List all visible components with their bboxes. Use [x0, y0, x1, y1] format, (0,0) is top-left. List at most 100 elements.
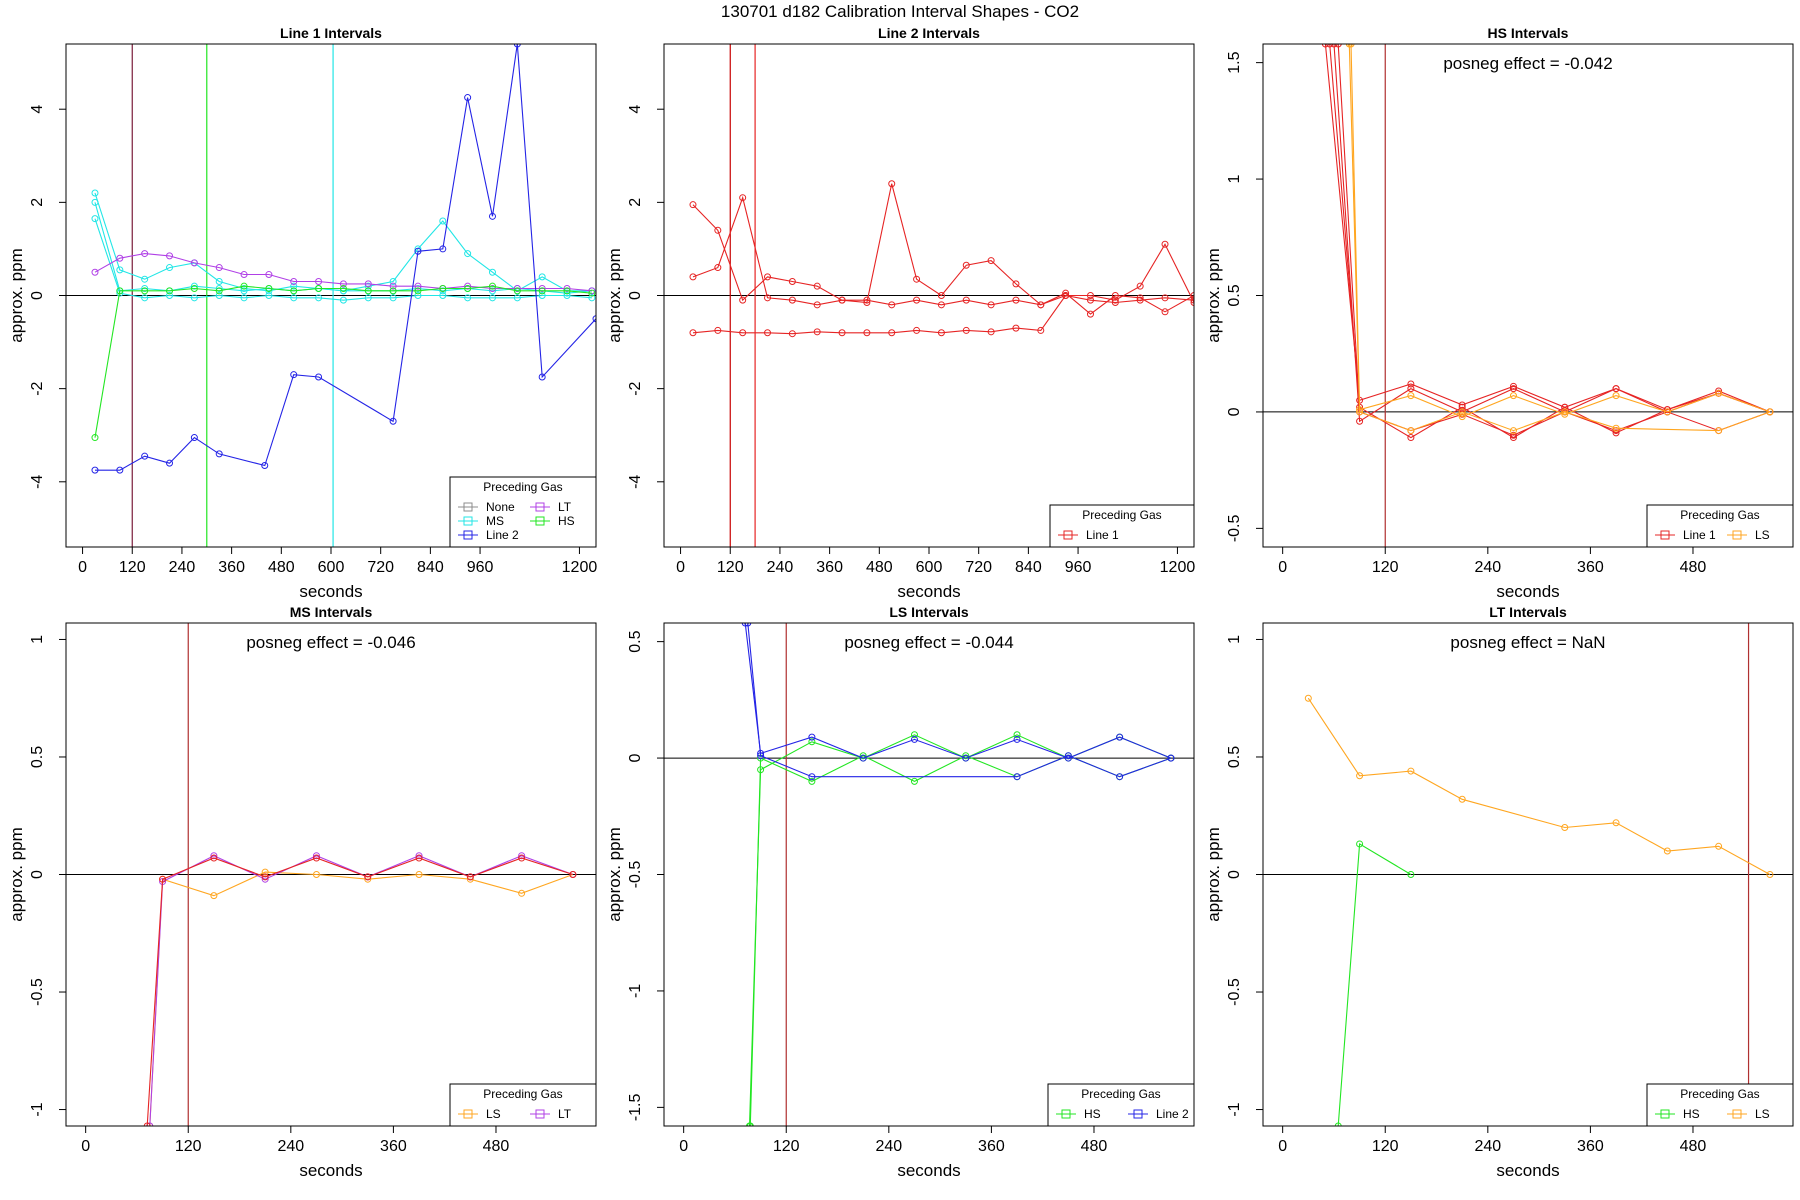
data-point: [788, 296, 796, 304]
data-point: [513, 285, 521, 293]
x-tick-label: 360: [1577, 559, 1604, 576]
x-tick-label: 840: [417, 559, 444, 576]
x-tick-label: 480: [1081, 1138, 1108, 1155]
data-point: [764, 294, 772, 302]
data-point: [1356, 772, 1364, 780]
data-point: [1334, 44, 1342, 48]
series-line: [748, 734, 1172, 1126]
data-point: [588, 294, 596, 302]
data-point: [91, 189, 99, 197]
data-point: [714, 264, 722, 272]
data-point: [1190, 296, 1194, 304]
plot-frame: [663, 43, 1195, 548]
data-point: [166, 252, 174, 260]
data-point: [141, 294, 149, 302]
data-point: [1064, 754, 1072, 762]
data-point: [1612, 424, 1620, 432]
y-tick-label: -2: [627, 381, 644, 395]
data-point: [1715, 842, 1723, 850]
data-point: [364, 287, 372, 295]
chart-panel-6: LT Intervals posneg effect = NaN seconds ap…: [1204, 604, 1794, 1180]
y-tick-label: 1: [1226, 175, 1243, 184]
data-point: [364, 282, 372, 290]
series-line: [1350, 44, 1771, 418]
data-point: [813, 328, 821, 336]
data-point: [210, 852, 218, 860]
x-tick-label: 0: [81, 1138, 90, 1155]
data-point: [464, 285, 472, 293]
series-line: [1337, 842, 1412, 1126]
legend-title: Preceding Gas: [1081, 1087, 1160, 1101]
series-line: [692, 183, 1194, 306]
y-tick-label: 0: [1226, 407, 1243, 416]
data-point: [962, 296, 970, 304]
y-tick-label: -0.5: [29, 978, 46, 1006]
chart-panel-3: HS Intervals posneg effect = -0.042 second…: [1204, 25, 1794, 601]
legend-swatch-marker: [1660, 1109, 1670, 1119]
data-point: [538, 292, 546, 299]
data-point: [838, 329, 846, 337]
data-point: [215, 292, 223, 299]
data-point: [464, 94, 472, 102]
data-point: [488, 282, 496, 290]
series-line: [1307, 697, 1771, 875]
plot-frame: [1262, 622, 1794, 1127]
data-point: [1012, 296, 1020, 304]
plot-area: [1263, 623, 1793, 1126]
data-point: [689, 329, 697, 337]
data-point: [439, 292, 447, 299]
data-point: [464, 250, 472, 258]
data-point: [414, 247, 422, 255]
data-point: [488, 268, 496, 276]
data-point: [808, 773, 816, 781]
data-point: [141, 275, 149, 283]
data-point: [888, 329, 896, 337]
data-point: [439, 287, 447, 295]
plot-frame: [663, 622, 1195, 1127]
data-point: [1715, 389, 1723, 397]
series-line: [1348, 44, 1771, 432]
data-point: [439, 285, 447, 293]
legend-box: [1049, 504, 1195, 548]
legend-entry-label: LS: [486, 1107, 501, 1121]
data-point: [689, 201, 697, 209]
data-point: [1013, 773, 1021, 781]
legend-entry-label: LT: [558, 500, 572, 514]
data-point: [888, 180, 896, 188]
x-tick-label: 120: [175, 1138, 202, 1155]
series-line: [95, 44, 596, 471]
y-axis-label: approx. ppm: [7, 248, 26, 343]
x-tick-label: 600: [916, 559, 943, 576]
data-point: [1356, 406, 1364, 414]
data-point: [190, 282, 198, 290]
chart-panel-5: LS Intervals posneg effect = -0.044 second…: [605, 604, 1195, 1180]
data-point: [937, 292, 945, 299]
data-point: [1663, 847, 1671, 855]
legend-entry-label: None: [486, 500, 515, 514]
x-tick-label: 120: [1372, 559, 1399, 576]
data-point: [1086, 292, 1094, 299]
data-point: [1326, 44, 1334, 48]
data-point: [1330, 44, 1338, 48]
y-tick-label: 4: [29, 105, 46, 114]
x-tick-label: 1200: [1160, 559, 1196, 576]
data-point: [210, 854, 218, 862]
data-point: [1458, 408, 1466, 416]
y-tick-label: -0.5: [1226, 978, 1243, 1006]
x-tick-label: 360: [816, 559, 843, 576]
data-point: [1304, 694, 1312, 702]
legend-swatch-marker: [463, 502, 473, 512]
data-point: [569, 871, 577, 878]
series-line: [1329, 44, 1771, 439]
data-point: [538, 373, 546, 381]
legend-swatch-marker: [535, 502, 545, 512]
data-point: [962, 261, 970, 269]
data-point: [1037, 301, 1045, 309]
data-point: [910, 777, 918, 785]
legend-entry-label: LT: [558, 1107, 572, 1121]
data-point: [1012, 324, 1020, 332]
data-point: [339, 285, 347, 293]
data-point: [987, 301, 995, 309]
data-point: [1111, 298, 1119, 306]
